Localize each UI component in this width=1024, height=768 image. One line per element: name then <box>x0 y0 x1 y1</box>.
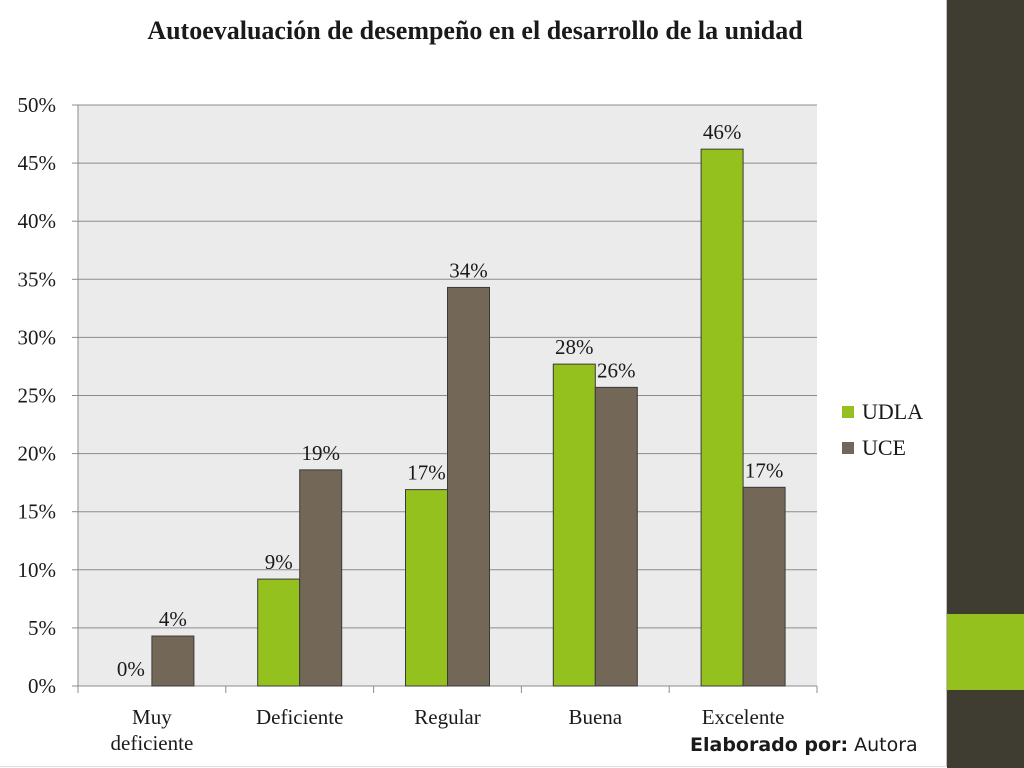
data-label-uce: 4% <box>159 607 187 631</box>
bar-uce <box>151 635 195 687</box>
bar-uce <box>594 386 638 687</box>
chart-legend: UDLA UCE <box>842 394 923 466</box>
x-category-label: Excelente <box>702 705 785 729</box>
credit-line: Elaborado por: Autora <box>690 734 918 756</box>
y-tick-label: 50% <box>18 93 57 117</box>
x-category-label: deficiente <box>111 731 194 755</box>
bar-udla <box>700 148 744 687</box>
data-label-udla: 0% <box>117 657 145 681</box>
data-label-udla: 28% <box>555 335 594 359</box>
bar-uce <box>299 469 343 687</box>
data-label-udla: 46% <box>703 120 742 144</box>
legend-swatch-uce <box>842 442 854 454</box>
y-tick-label: 15% <box>18 500 57 524</box>
legend-item-uce: UCE <box>842 430 923 466</box>
bar-uce <box>447 286 490 687</box>
y-tick-label: 20% <box>18 442 57 466</box>
legend-swatch-udla <box>842 406 854 418</box>
y-tick-label: 25% <box>18 384 57 408</box>
bar-chart: 0% 5% 10% 15% 20% 25% 30% 35% 40% 45% 50% 0% 4% Muyde… <box>18 93 818 755</box>
x-category-label: Deficiente <box>256 705 343 729</box>
bar-udla <box>552 363 596 687</box>
y-tick-label: 40% <box>18 209 57 233</box>
y-tick-label: 0% <box>28 674 56 698</box>
credit-author: Autora <box>854 734 918 756</box>
data-label-uce: 17% <box>745 458 784 482</box>
credit-label: Elaborado por: <box>690 734 849 756</box>
y-tick-label: 30% <box>18 325 57 349</box>
data-label-udla: 17% <box>407 461 446 485</box>
bar-udla <box>257 578 301 687</box>
data-label-udla: 9% <box>265 550 293 574</box>
slide-frame <box>0 0 947 767</box>
side-accent-block <box>947 614 1024 690</box>
legend-label-udla: UDLA <box>862 399 924 424</box>
x-category-label: Regular <box>414 705 480 729</box>
data-label-uce: 19% <box>301 441 340 465</box>
data-label-uce: 26% <box>597 358 636 382</box>
x-category-label: Buena <box>568 705 622 729</box>
bar-udla <box>405 489 448 687</box>
bar-uce <box>742 486 786 687</box>
legend-item-udla: UDLA <box>842 394 923 430</box>
legend-label-uce: UCE <box>862 435 906 460</box>
chart-title: Autoevaluación de desempeño en el desarr… <box>147 16 803 45</box>
x-category-label: Muy <box>132 705 172 729</box>
y-tick-label: 5% <box>28 616 56 640</box>
y-tick-label: 35% <box>18 267 57 291</box>
y-tick-label: 10% <box>18 558 57 582</box>
y-tick-label: 45% <box>18 151 57 175</box>
data-label-uce: 34% <box>449 258 488 282</box>
